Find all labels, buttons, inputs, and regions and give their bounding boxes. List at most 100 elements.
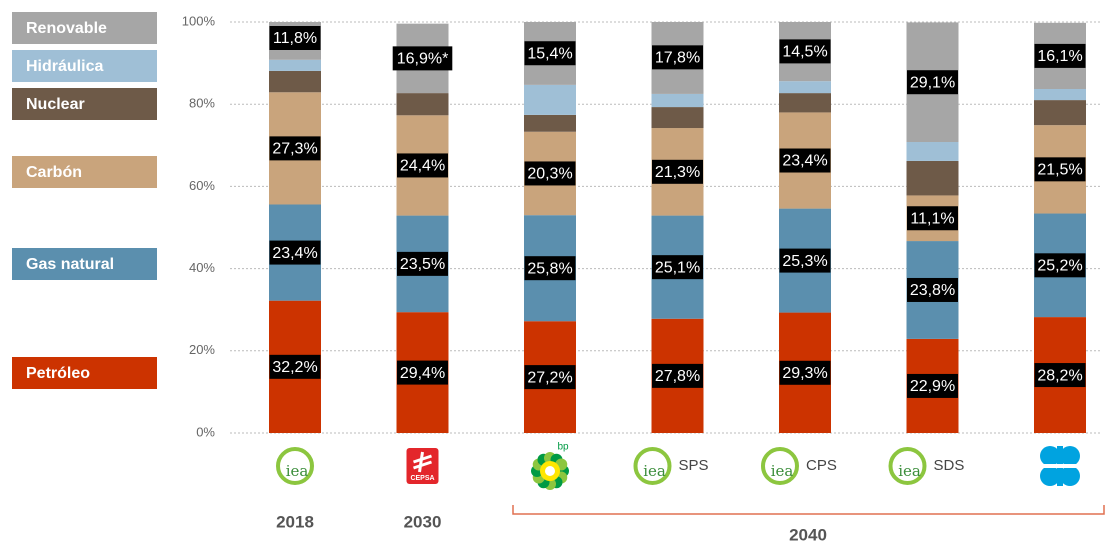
legend-swatch bbox=[12, 357, 157, 389]
value-label: 17,8% bbox=[655, 50, 700, 67]
legend-label: Carbón bbox=[26, 164, 82, 181]
value-label: 23,5% bbox=[400, 256, 445, 273]
bp-logo-center bbox=[545, 466, 555, 476]
bar-segment bbox=[269, 70, 321, 93]
value-label: 29,1% bbox=[910, 74, 955, 91]
bar-segment bbox=[524, 84, 576, 115]
value-label: 25,3% bbox=[782, 253, 827, 270]
bar-segment bbox=[1034, 100, 1086, 126]
cepsa-logo-text: CEPSA bbox=[410, 475, 434, 482]
value-label-box bbox=[652, 363, 703, 388]
value-label-box bbox=[907, 206, 958, 231]
value-label: 11,1% bbox=[910, 210, 954, 227]
bar-segment bbox=[779, 93, 831, 113]
value-label-box bbox=[524, 365, 576, 390]
value-label: 27,8% bbox=[655, 368, 700, 385]
legend-label: Nuclear bbox=[26, 96, 85, 113]
value-label-box bbox=[1034, 253, 1086, 278]
iea-logo-ring bbox=[633, 447, 672, 485]
value-label-box bbox=[524, 41, 576, 66]
value-label: 25,1% bbox=[655, 259, 700, 276]
value-label: 29,4% bbox=[400, 365, 445, 382]
value-label: 24,4% bbox=[400, 158, 445, 175]
legend-swatch bbox=[12, 88, 157, 120]
value-label-box bbox=[779, 248, 831, 273]
year-label: 2018 bbox=[276, 512, 314, 531]
bar-segment bbox=[524, 114, 576, 132]
legend-label: Renovable bbox=[26, 20, 107, 37]
value-label-box bbox=[1034, 157, 1086, 182]
y-tick-label: 40% bbox=[189, 260, 215, 275]
bp-logo-text: bp bbox=[557, 442, 569, 453]
value-label: 16,9%* bbox=[397, 51, 449, 68]
value-label: 25,2% bbox=[1037, 258, 1082, 275]
value-label-box bbox=[907, 277, 958, 302]
bar-segment bbox=[1034, 88, 1086, 101]
value-label: 21,5% bbox=[1037, 162, 1082, 179]
y-tick-label: 60% bbox=[189, 178, 215, 193]
bar-segment bbox=[651, 93, 704, 108]
value-label-box bbox=[1034, 363, 1086, 388]
y-tick-label: 20% bbox=[189, 342, 215, 357]
legend-swatch bbox=[12, 12, 157, 44]
value-label: 21,3% bbox=[655, 164, 700, 181]
legend-swatch bbox=[12, 50, 157, 82]
iea-logo-ring bbox=[888, 447, 927, 485]
legend-swatch bbox=[12, 156, 157, 188]
bar-segment bbox=[396, 93, 449, 116]
bar-segment bbox=[269, 59, 321, 71]
value-label: 23,4% bbox=[272, 245, 317, 262]
bar-segment bbox=[906, 160, 959, 196]
value-label-box bbox=[397, 360, 448, 385]
iea-logo-text: iea bbox=[286, 462, 309, 480]
opec-logo-part bbox=[1040, 446, 1060, 466]
value-label-box bbox=[652, 45, 703, 70]
year-label: 2030 bbox=[404, 512, 442, 531]
value-label: 27,3% bbox=[272, 141, 317, 158]
legend-swatch bbox=[12, 248, 157, 280]
y-tick-label: 80% bbox=[189, 96, 215, 111]
value-label: 20,3% bbox=[527, 166, 572, 183]
value-label: 28,2% bbox=[1037, 367, 1082, 384]
value-label: 22,9% bbox=[910, 378, 955, 395]
iea-logo-text: iea bbox=[643, 462, 666, 480]
iea-logo-ring bbox=[761, 447, 799, 485]
bar-segment bbox=[779, 81, 831, 94]
y-tick-label: 0% bbox=[196, 424, 215, 439]
iea-logo-text: iea bbox=[771, 462, 794, 480]
opec-logo-gap bbox=[1040, 464, 1080, 468]
value-label-box bbox=[524, 256, 576, 281]
value-label-box bbox=[779, 148, 831, 173]
legend-label: Gas natural bbox=[26, 256, 114, 273]
iea-logo-ring bbox=[276, 447, 314, 485]
iea-logo-text: iea bbox=[898, 462, 921, 480]
value-label: 15,4% bbox=[527, 45, 572, 62]
opec-logo-part bbox=[1040, 466, 1060, 486]
value-label: 23,8% bbox=[910, 282, 955, 299]
value-label-box bbox=[907, 70, 958, 95]
category-label: CPS bbox=[806, 457, 837, 474]
value-label-box bbox=[269, 136, 321, 161]
value-label-box bbox=[524, 161, 576, 186]
value-label-box bbox=[392, 46, 453, 71]
year-bracket bbox=[512, 505, 1105, 515]
opec-logo-part bbox=[1060, 446, 1080, 466]
value-label-box bbox=[779, 39, 831, 64]
value-label-box bbox=[652, 159, 703, 184]
value-label-box bbox=[397, 153, 448, 178]
y-tick-label: 100% bbox=[182, 13, 216, 28]
cepsa-logo-mark bbox=[413, 451, 432, 473]
bar-segment bbox=[906, 142, 959, 161]
year-label: 2040 bbox=[789, 525, 827, 544]
value-label-box bbox=[652, 255, 703, 280]
value-label-box bbox=[269, 354, 321, 379]
value-label: 27,2% bbox=[527, 369, 572, 386]
value-label: 25,8% bbox=[527, 260, 572, 277]
value-label-box bbox=[1034, 43, 1086, 68]
value-label-box bbox=[907, 373, 958, 398]
value-label-box bbox=[397, 251, 448, 276]
bar-segment bbox=[651, 107, 704, 129]
opec-logo-part bbox=[1060, 466, 1080, 486]
category-label: SPS bbox=[679, 457, 709, 474]
